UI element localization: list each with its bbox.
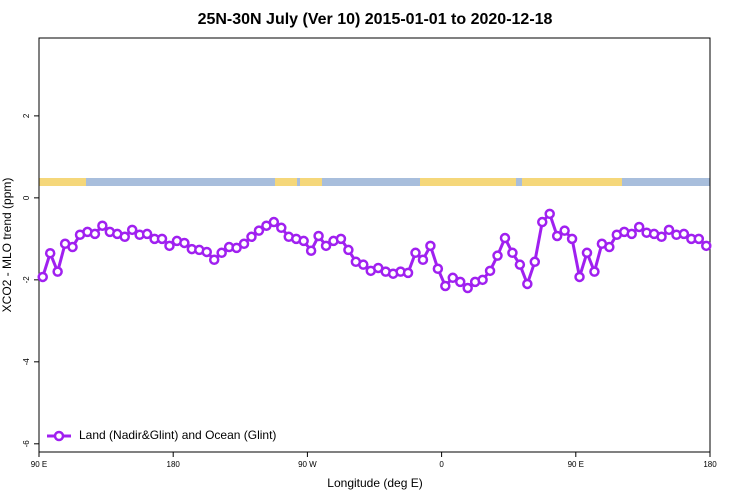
data-point	[231, 242, 242, 254]
data-point	[298, 235, 309, 247]
data-point	[201, 246, 212, 258]
data-point	[544, 208, 555, 220]
data-point	[551, 230, 563, 242]
data-point	[581, 247, 593, 259]
data-point	[126, 224, 138, 236]
data-point	[492, 250, 503, 261]
data-point	[417, 254, 429, 266]
data-point	[164, 240, 175, 252]
data-point	[432, 263, 444, 275]
data-point	[566, 233, 578, 245]
data-point	[440, 280, 451, 292]
data-point	[537, 216, 548, 228]
land-ocean-strip	[39, 178, 710, 186]
chart-title: 25N-30N July (Ver 10) 2015-01-01 to 2020…	[198, 11, 553, 28]
data-point	[701, 240, 712, 252]
x-tick-label: 0	[439, 460, 444, 469]
data-point	[693, 233, 705, 245]
data-point	[67, 241, 78, 253]
data-point	[156, 233, 168, 245]
y-tick-label: -4	[22, 358, 31, 366]
legend-marker	[53, 430, 65, 442]
data-point	[268, 216, 280, 228]
data-point	[484, 265, 496, 277]
legend-label: Land (Nadir&Glint) and Ocean (Glint)	[79, 428, 276, 442]
data-point	[604, 241, 615, 253]
data-point	[313, 230, 324, 242]
x-tick-label: 180	[167, 460, 181, 469]
x-tick-label: 90 W	[298, 460, 317, 469]
data-point	[179, 237, 190, 249]
data-point	[253, 225, 265, 236]
data-point	[447, 272, 459, 284]
data-point	[462, 282, 473, 294]
data-point	[633, 221, 645, 233]
data-point	[626, 228, 637, 240]
data-point	[119, 231, 130, 243]
data-point	[305, 245, 317, 256]
data-point	[507, 247, 518, 259]
data-point	[141, 228, 153, 240]
data-point	[97, 220, 108, 231]
x-axis-label: Longitude (deg E)	[327, 476, 422, 490]
data-point	[425, 240, 436, 252]
data-point	[678, 228, 690, 240]
data-point	[529, 256, 541, 268]
data-point	[410, 247, 421, 259]
data-point	[216, 247, 227, 259]
data-point	[358, 259, 369, 270]
x-tick-label: 90 E	[31, 460, 47, 469]
data-point	[89, 228, 101, 240]
data-point	[402, 267, 414, 279]
data-point	[589, 266, 600, 277]
data-point	[276, 222, 287, 234]
y-tick-label: -6	[22, 440, 31, 448]
y-tick-label: 0	[22, 195, 31, 200]
data-point	[246, 231, 257, 243]
data-point	[656, 231, 667, 243]
data-point	[514, 259, 526, 270]
data-point	[208, 254, 220, 266]
data-point	[574, 271, 585, 283]
data-point	[335, 233, 347, 245]
data-point	[522, 278, 533, 290]
data-point	[44, 247, 56, 259]
data-point	[343, 244, 354, 256]
data-point	[320, 240, 332, 252]
data-point	[238, 238, 250, 250]
data-point	[559, 225, 570, 236]
y-tick-label: 2	[22, 113, 31, 118]
y-axis-label: XCO2 - MLO trend (ppm)	[0, 178, 14, 313]
data-point	[477, 274, 488, 286]
data-point	[499, 232, 511, 244]
x-tick-label: 90 E	[568, 460, 584, 469]
data-point	[52, 266, 63, 277]
y-tick-label: -2	[22, 276, 31, 284]
data-point	[37, 271, 48, 283]
x-tick-label: 180	[703, 460, 717, 469]
data-point	[454, 276, 466, 288]
data-point	[663, 224, 675, 236]
